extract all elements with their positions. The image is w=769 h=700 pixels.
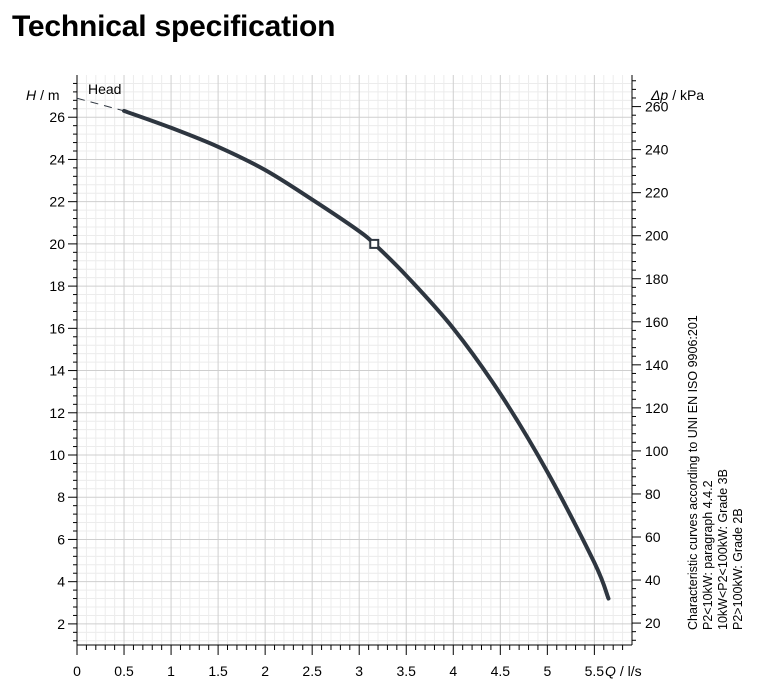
chart-title-head: Head [88,81,121,97]
y2-axis-symbol: Δp [650,87,668,103]
x-axis-symbol: Q [605,663,616,679]
y2-tick-label: 120 [645,400,669,416]
x-axis-label: Q / l/s [605,663,642,679]
duty-point-marker [369,238,380,249]
grid-minor [77,75,632,645]
x-axis-unit: / l/s [620,663,642,679]
y-axis-unit: / m [40,87,59,103]
note-line-3: 10kW<P2<100kW: Grade 3B [716,469,730,630]
y2-tick-label: 160 [645,314,669,330]
x-tick-label: 2.5 [302,663,322,679]
y-tick-label: 24 [49,151,65,167]
note-line-4: P2>100kW: Grade 2B [731,508,745,630]
y-tick-label: 22 [49,194,65,210]
y2-tick-label: 200 [645,228,669,244]
page-title: Technical specification [12,10,336,43]
x-tick-label: 3.5 [397,663,417,679]
x-tick-label: 5.5 [585,663,605,679]
y-tick-label: 4 [57,574,65,590]
y2-tick-label: 240 [645,142,669,158]
y-tick-label: 14 [49,363,65,379]
y-tick-label: 16 [49,320,65,336]
x-tick-label: 4.5 [491,663,511,679]
x-tick-label: 0.5 [114,663,134,679]
y2-tick-label: 180 [645,271,669,287]
ticks: 2468101214161820222426204060801001201401… [49,80,669,679]
x-tick-label: 0 [73,663,81,679]
x-tick-label: 1 [167,663,175,679]
axes [76,75,633,646]
series-layer [76,97,611,601]
y-tick-label: 26 [49,109,65,125]
note-line-1: Characteristic curves according to UNI E… [686,315,700,630]
y-tick-label: 2 [57,616,65,632]
y2-tick-label: 140 [645,357,669,373]
y2-tick-label: 100 [645,443,669,459]
y2-axis-unit: / kPa [672,87,704,103]
grid-major [77,75,632,645]
y-axis-symbol: H [26,87,37,103]
y2-tick-label: 260 [645,99,669,115]
y2-tick-label: 220 [645,185,669,201]
x-tick-label: 4 [449,663,457,679]
characteristic-notes: Characteristic curves according to UNI E… [686,315,745,630]
y-tick-label: 20 [49,236,65,252]
y-tick-label: 6 [57,531,65,547]
x-tick-label: 3 [355,663,363,679]
x-tick-label: 1.5 [208,663,228,679]
y2-tick-label: 60 [645,529,661,545]
y2-tick-label: 40 [645,572,661,588]
y-axis-label: H / m [26,87,60,103]
x-tick-label: 5 [543,663,551,679]
head-curve [122,108,611,601]
y2-tick-label: 80 [645,486,661,502]
y-tick-label: 18 [49,278,65,294]
y2-tick-label: 20 [645,615,661,631]
y-tick-label: 10 [49,447,65,463]
y2-axis-label: Δp / kPa [650,87,704,103]
y-tick-label: 8 [57,489,65,505]
note-line-2: P2<10kW: paragraph 4.4.2 [701,480,715,630]
x-tick-label: 2 [261,663,269,679]
y-tick-label: 12 [49,405,65,421]
